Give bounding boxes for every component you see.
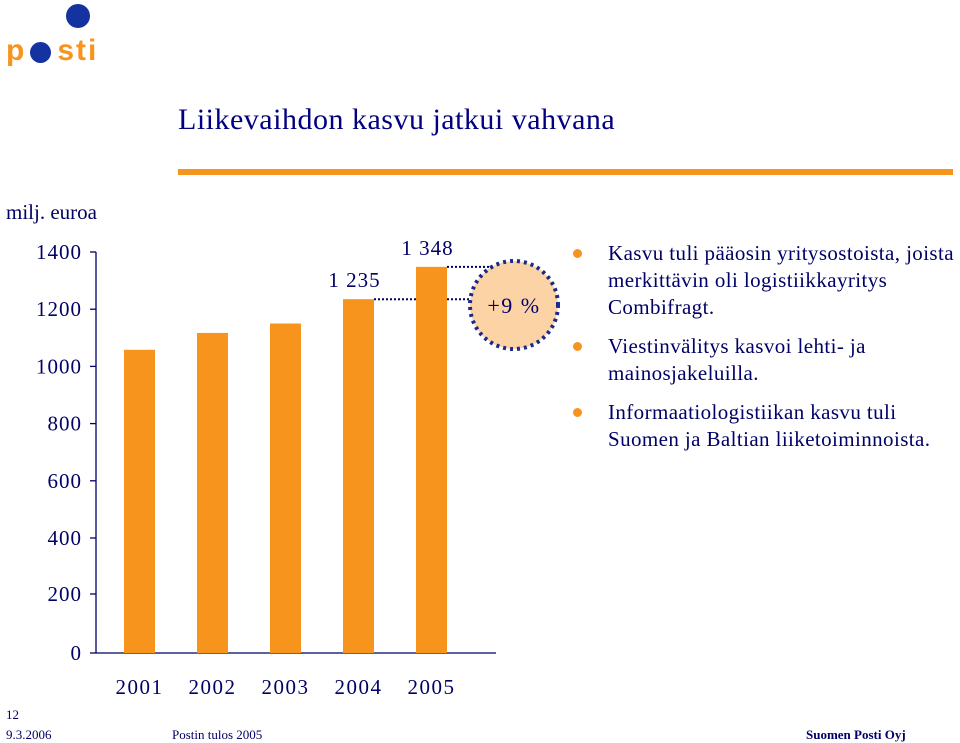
y-tick-label: 800 <box>48 412 83 436</box>
y-tick-label: 1200 <box>36 297 82 321</box>
title-underline <box>178 169 953 175</box>
footer-center: Postin tulos 2005 <box>172 727 263 742</box>
y-tick-label: 200 <box>48 582 83 606</box>
bullet-dot-icon <box>573 249 582 258</box>
x-tick-label: 2004 <box>335 675 383 699</box>
bullet-dot-icon <box>573 342 582 351</box>
y-tick-label: 400 <box>48 526 83 550</box>
page-number: 12 <box>6 707 19 722</box>
x-tick-label: 2002 <box>189 675 237 699</box>
x-tick-label: 2005 <box>408 675 456 699</box>
bar <box>124 349 155 653</box>
y-tick-label: 600 <box>48 469 83 493</box>
bullet-text: Kasvu tuli pääosin yritysostoista, joist… <box>608 241 954 319</box>
bar <box>343 299 374 653</box>
bullet-list: Kasvu tuli pääosin yritysostoista, joist… <box>568 240 960 465</box>
x-tick-label: 2001 <box>116 675 164 699</box>
posti-logo: p sti <box>6 4 106 74</box>
x-tick-label: 2003 <box>262 675 310 699</box>
bar <box>416 266 447 653</box>
logo-o-dot <box>30 42 51 63</box>
y-unit-label: milj. euroa <box>6 200 97 224</box>
y-tick-label: 1400 <box>36 240 82 264</box>
data-label: 1 235 <box>328 268 380 292</box>
growth-badge <box>468 259 560 351</box>
footer-company: Suomen Posti Oyj <box>806 727 906 742</box>
bullet-item: Informaatiologistiikan kasvu tuli Suomen… <box>568 399 960 453</box>
y-tick-label: 1000 <box>36 354 82 378</box>
bullet-item: Kasvu tuli pääosin yritysostoista, joist… <box>568 240 960 321</box>
bullet-text: Informaatiologistiikan kasvu tuli Suomen… <box>608 400 931 451</box>
bullet-text: Viestinvälitys kasvoi lehti- ja mainosja… <box>608 334 866 385</box>
logo-text: p sti <box>6 34 99 67</box>
bar <box>197 332 228 653</box>
bullet-item: Viestinvälitys kasvoi lehti- ja mainosja… <box>568 333 960 387</box>
data-label: 1 348 <box>401 236 453 260</box>
footer-date: 9.3.2006 <box>6 727 52 742</box>
page-title: Liikevaihdon kasvu jatkui vahvana <box>178 103 616 136</box>
logo-dot <box>66 4 90 28</box>
y-tick-label: 0 <box>71 641 83 665</box>
growth-badge-label: +9 % <box>487 293 540 318</box>
bar <box>270 323 301 653</box>
bullet-dot-icon <box>573 408 582 417</box>
